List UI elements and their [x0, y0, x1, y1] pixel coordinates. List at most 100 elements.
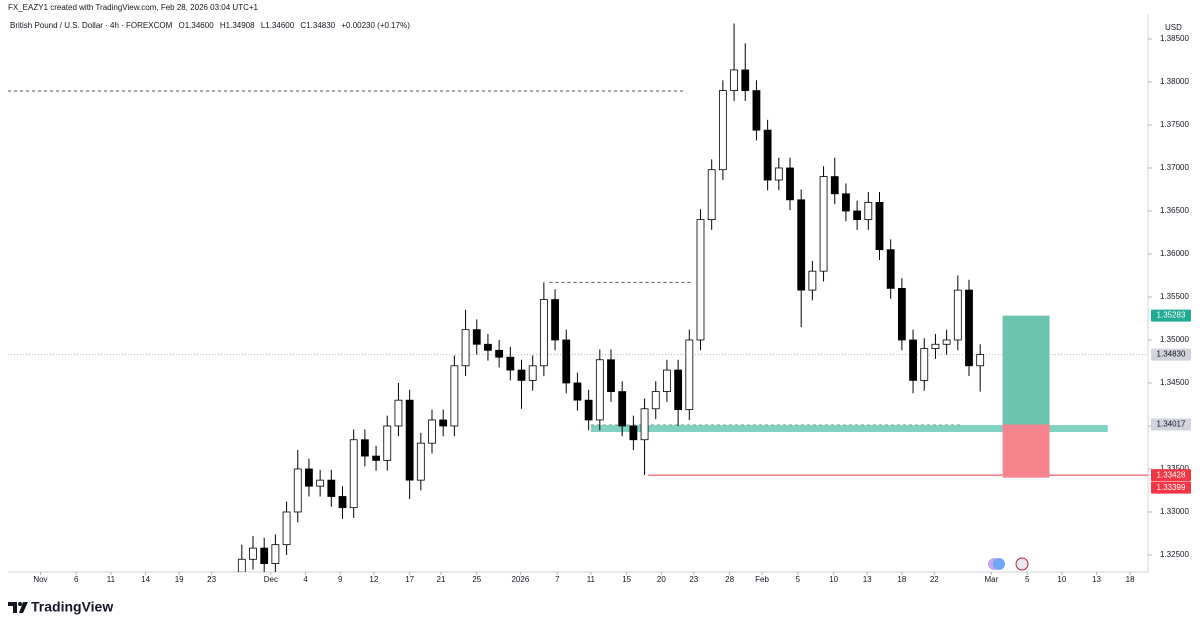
y-tick-label: 1.37500: [1160, 120, 1189, 129]
candle-body: [450, 365, 459, 427]
price-label-box: [1151, 469, 1191, 482]
legend-high: H1.34908: [220, 21, 255, 30]
candle-body: [316, 479, 325, 487]
x-tick-label: 17: [405, 575, 414, 584]
symbol-title: British Pound / U.S. Dollar · 4h · FOREX…: [10, 21, 173, 30]
x-tick-label: 14: [141, 575, 150, 584]
candle-body: [495, 349, 504, 358]
price-label-box: [1151, 348, 1191, 361]
candle-body: [718, 90, 727, 171]
candle-body: [416, 442, 425, 481]
legend-low: L1.34600: [261, 21, 295, 30]
candle-body: [886, 249, 895, 289]
candle-body: [696, 219, 705, 341]
y-tick-label: 1.32500: [1160, 550, 1189, 559]
candle-body: [506, 356, 515, 371]
candle-body: [786, 167, 794, 201]
x-tick-label: 21: [437, 575, 446, 584]
candle-body: [674, 369, 683, 411]
candle-body: [763, 129, 772, 181]
candle-body: [797, 199, 806, 291]
candle-body: [237, 558, 246, 572]
x-tick-label: 23: [207, 575, 216, 584]
candle-body: [338, 496, 347, 509]
x-tick-label: 4: [303, 575, 308, 584]
candle-body: [282, 511, 291, 546]
candle-body: [864, 201, 873, 220]
candle-body: [517, 369, 526, 381]
event-icon[interactable]: [1015, 557, 1029, 571]
brand-logo: TradingView: [8, 599, 113, 615]
currency: USD: [1165, 23, 1182, 32]
x-tick-label: 10: [829, 575, 838, 584]
x-tick-label: 25: [472, 575, 481, 584]
price-label: 1.34830: [1157, 350, 1186, 359]
candle-body: [853, 210, 862, 220]
candle-body: [484, 343, 492, 351]
candle-body: [539, 299, 548, 367]
candle-body: [439, 419, 448, 427]
candle-body: [942, 339, 951, 345]
x-tick-label: 10: [1057, 575, 1066, 584]
zone: [590, 425, 1108, 432]
y-tick-label: 1.36500: [1160, 206, 1189, 215]
candle-body: [953, 289, 962, 341]
x-tick-label: 23: [689, 575, 698, 584]
candle-body: [584, 399, 593, 421]
x-tick-label: Dec: [264, 575, 278, 584]
y-tick-label: 1.34500: [1160, 378, 1189, 387]
y-tick-label: 1.33500: [1160, 464, 1189, 473]
candle-body: [931, 343, 940, 349]
candle-body: [909, 339, 917, 381]
x-tick-label: 6: [74, 575, 79, 584]
price-label: 1.33399: [1157, 483, 1186, 492]
x-tick-label: 13: [1092, 575, 1101, 584]
x-tick-label: 11: [587, 575, 596, 584]
loss-zone: [1002, 424, 1050, 478]
x-tick-label: 13: [863, 575, 872, 584]
axes: 1.325001.330001.335001.340001.345001.350…: [33, 34, 1191, 584]
brand-name: TradingView: [31, 599, 113, 615]
x-tick-label: 20: [657, 575, 666, 584]
legend-change: +0.00230 (+0.17%): [341, 21, 410, 30]
candle-body: [842, 193, 850, 212]
x-tick-label: 7: [555, 575, 560, 584]
candle-body: [383, 425, 392, 461]
candle-body: [349, 439, 358, 509]
y-tick-label: 1.36000: [1160, 249, 1189, 258]
legend-open: O1.34600: [179, 21, 215, 30]
y-tick-label: 1.38000: [1160, 77, 1189, 86]
event-icons: [988, 557, 1029, 571]
candle-body: [293, 468, 302, 513]
candle-body: [573, 382, 582, 401]
candle-body: [707, 169, 716, 220]
candle-body: [562, 339, 571, 384]
candle-body: [271, 544, 280, 564]
x-tick-label: 5: [1025, 575, 1030, 584]
candle-body: [752, 90, 761, 131]
x-tick-label: 2026: [511, 575, 529, 584]
legend-close: C1.34830: [300, 21, 335, 30]
logo-dot: [18, 602, 22, 606]
candle-body: [618, 391, 627, 427]
candle-body: [249, 547, 257, 560]
candle-body: [965, 289, 973, 367]
x-tick-label: 18: [1126, 575, 1135, 584]
candle-body: [897, 287, 906, 341]
x-tick-label: 22: [930, 575, 939, 584]
event-icon[interactable]: [993, 558, 1005, 570]
x-tick-label: 11: [107, 575, 116, 584]
candle-body: [976, 354, 985, 367]
y-tick-label: 1.35000: [1160, 335, 1189, 344]
candle-body: [741, 69, 750, 91]
price-label-box: [1151, 481, 1191, 494]
profit-zone: [1002, 315, 1050, 425]
y-tick-label: 1.37000: [1160, 163, 1189, 172]
candle-body: [528, 365, 537, 381]
price-label: 1.35283: [1157, 311, 1186, 320]
x-tick-label: 5: [796, 575, 801, 584]
plot-area: [8, 23, 1148, 572]
y-tick-label: 1.38500: [1160, 34, 1189, 43]
candle-body: [629, 425, 638, 441]
